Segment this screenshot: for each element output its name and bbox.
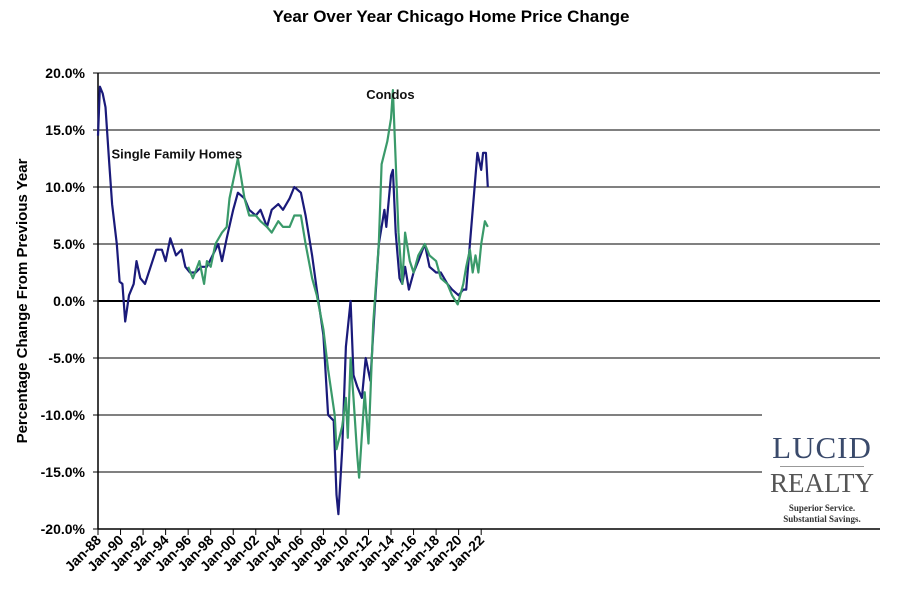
chart-title: Year Over Year Chicago Home Price Change <box>272 7 630 26</box>
y-tick-label: -10.0% <box>41 407 86 423</box>
series-line-single-family <box>96 85 489 516</box>
logo-tagline-1: Superior Service. <box>788 503 856 513</box>
series-line-condos <box>187 89 489 479</box>
y-tick-label: 15.0% <box>45 122 85 138</box>
logo-line1: LUCID <box>772 430 872 465</box>
y-tick-label: 20.0% <box>45 65 85 81</box>
logo-line2: REALTY <box>770 468 875 498</box>
logo-tagline-2: Substantial Savings. <box>783 514 861 524</box>
series-label-single-family: Single Family Homes <box>112 147 243 162</box>
y-tick-label: 5.0% <box>53 236 85 252</box>
series-label-condos: Condos <box>366 87 414 102</box>
y-axis-label: Percentage Change From Previous Year <box>14 158 31 443</box>
y-tick-label: -20.0% <box>41 521 86 537</box>
logo-divider <box>780 466 864 467</box>
y-tick-label: -15.0% <box>41 464 86 480</box>
y-tick-label: 10.0% <box>45 179 85 195</box>
y-tick-label: 0.0% <box>53 293 85 309</box>
y-tick-label: -5.0% <box>48 350 85 366</box>
lucid-realty-logo: LUCID REALTY Superior Service. Substanti… <box>770 432 874 525</box>
